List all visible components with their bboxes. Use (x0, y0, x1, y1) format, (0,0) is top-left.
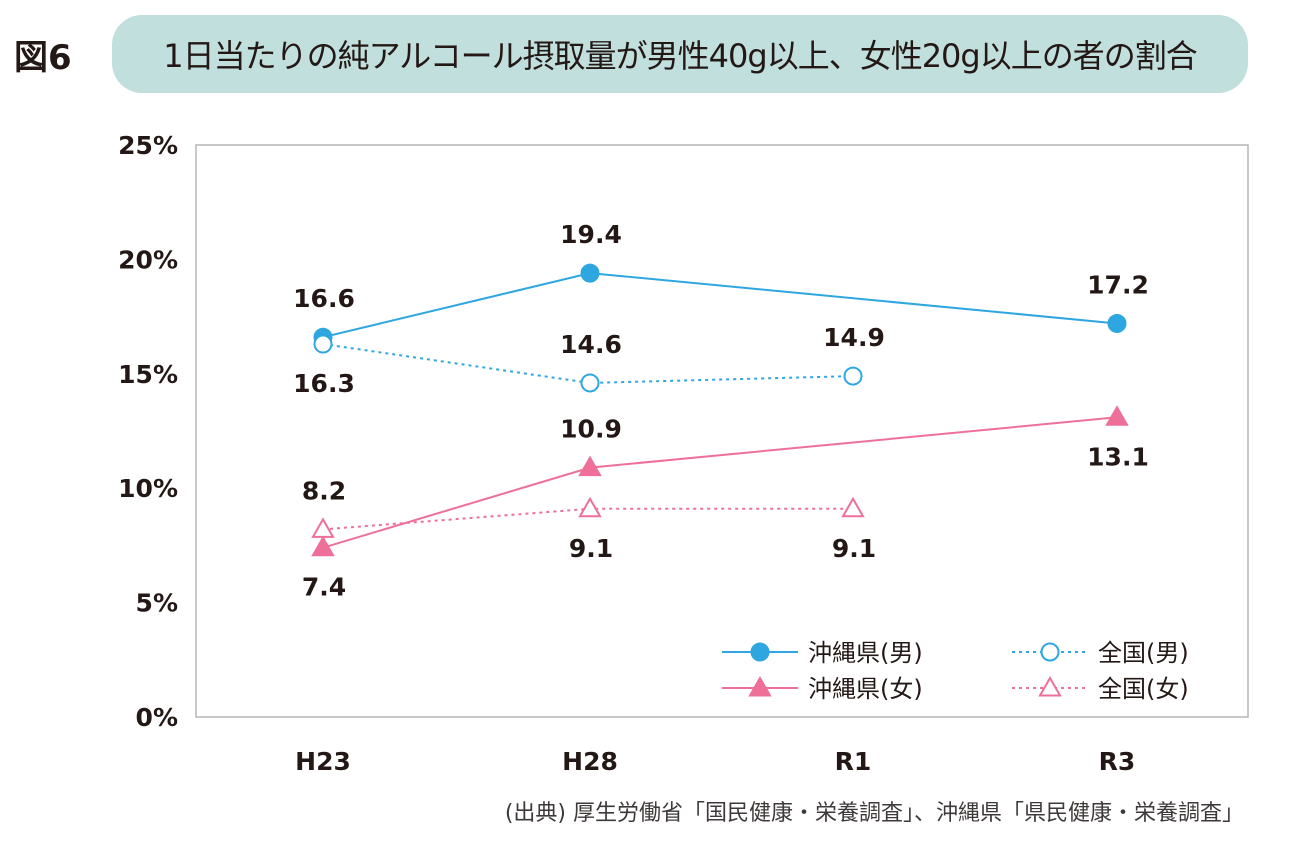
legend-label: 全国(女) (1098, 675, 1189, 703)
data-point (311, 517, 335, 538)
data-label: 19.4 (560, 220, 622, 249)
data-label: 10.9 (560, 415, 622, 444)
data-label: 14.6 (560, 330, 622, 359)
x-tick-label: R3 (1099, 747, 1136, 776)
data-point (578, 455, 602, 477)
data-point (843, 366, 863, 386)
figure-label: 図6 (14, 38, 72, 78)
x-tick-label: H28 (562, 747, 618, 776)
data-label: 7.4 (302, 573, 346, 602)
data-label: 17.2 (1087, 270, 1149, 299)
data-label: 9.1 (569, 534, 613, 563)
y-tick-label: 0% (136, 703, 178, 732)
x-tick-label: H23 (295, 747, 351, 776)
chart-title: 1日当たりの純アルコール摂取量が男性40g以上、女性20g以上の者の割合 (112, 15, 1248, 93)
data-label: 14.9 (823, 323, 885, 352)
data-point (578, 496, 602, 518)
data-label: 13.1 (1087, 442, 1149, 471)
data-point (1107, 313, 1127, 333)
x-tick-label: R1 (835, 747, 872, 776)
data-label: 16.6 (293, 284, 355, 313)
chart-title-text: 1日当たりの純アルコール摂取量が男性40g以上、女性20g以上の者の割合 (163, 37, 1197, 75)
data-label: 16.3 (293, 369, 355, 398)
data-point (313, 334, 333, 354)
legend-marker (1038, 675, 1062, 697)
y-tick-label: 10% (118, 474, 178, 503)
source-note: (出典) 厚生労働省「国民健康・栄養調査」、沖縄県「県民健康・栄養調査」 (504, 801, 1244, 826)
series-line (322, 272, 1118, 339)
legend-label: 沖縄県(女) (808, 675, 923, 703)
legend-marker (750, 642, 770, 662)
y-tick-label: 15% (118, 360, 178, 389)
data-label: 9.1 (832, 534, 876, 563)
legend-label: 全国(男) (1098, 639, 1189, 667)
data-point (1105, 405, 1129, 426)
legend-marker (748, 675, 772, 697)
legend-marker (1040, 642, 1060, 662)
data-point (580, 373, 600, 393)
data-point (311, 535, 335, 557)
data-point (580, 263, 600, 283)
y-tick-label: 20% (118, 245, 178, 274)
y-tick-label: 25% (118, 131, 178, 160)
series-line (322, 416, 1118, 549)
y-tick-label: 5% (136, 589, 178, 618)
data-label: 8.2 (302, 476, 346, 505)
data-point (841, 496, 865, 518)
legend-label: 沖縄県(男) (808, 639, 923, 667)
plot-frame (195, 144, 1249, 718)
